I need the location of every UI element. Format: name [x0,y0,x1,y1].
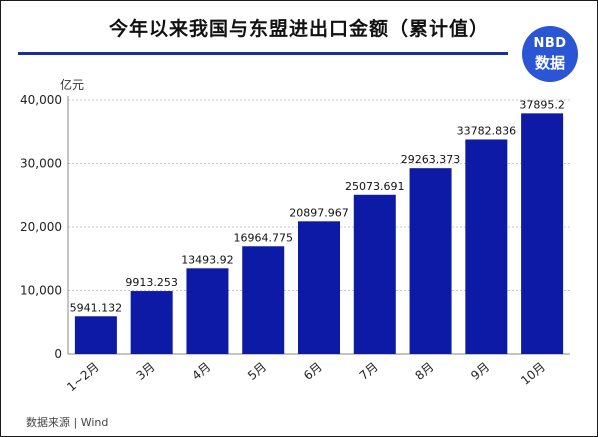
y-tick-label: 30,000 [20,157,62,171]
bar [130,291,173,354]
bar [242,246,285,354]
bar [465,139,508,354]
x-tick-label: 7月 [357,360,381,383]
title-underline [18,52,508,55]
y-axis-unit: 亿元 [60,78,85,92]
nbd-logo: NBD 数据 [522,26,578,82]
bar [298,221,340,354]
logo-line1: NBD [533,36,567,51]
bar [74,316,117,354]
y-tick-label: 10,000 [20,284,62,298]
data-label: 29263.373 [401,153,461,166]
x-tick-label: 3月 [134,360,158,383]
x-tick-label: 1~2月 [64,360,102,395]
data-label: 33782.836 [457,124,517,137]
data-label: 13493.92 [181,253,234,266]
x-tick-label: 5月 [245,360,269,383]
data-label: 9913.253 [125,276,178,289]
data-label: 16964.775 [233,231,293,244]
bar-chart: 0 10,000 20,000 30,000 40,000 5941.132 1~2月 991… [20,93,570,395]
x-tick-label: 8月 [412,360,436,383]
logo-line2: 数据 [534,54,565,72]
data-label: 20897.967 [289,206,349,219]
bar [186,268,229,354]
bar [409,168,452,354]
data-label: 25073.691 [345,180,405,193]
chart-title: 今年以来我国与东盟进出口金额（累计值） [108,18,489,40]
y-tick-label: 0 [54,347,62,361]
bar [521,113,564,354]
data-source: 数据来源 | Wind [26,416,109,429]
x-tick-label: 9月 [468,360,492,383]
y-tick-label: 20,000 [20,220,62,234]
data-label: 37895.2 [519,98,565,111]
data-label: 5941.132 [70,301,123,314]
x-tick-label: 10月 [518,360,548,388]
x-tick-label: 6月 [301,360,325,383]
x-tick-label: 4月 [189,360,213,383]
y-tick-label: 40,000 [20,93,62,107]
bar [353,194,396,354]
